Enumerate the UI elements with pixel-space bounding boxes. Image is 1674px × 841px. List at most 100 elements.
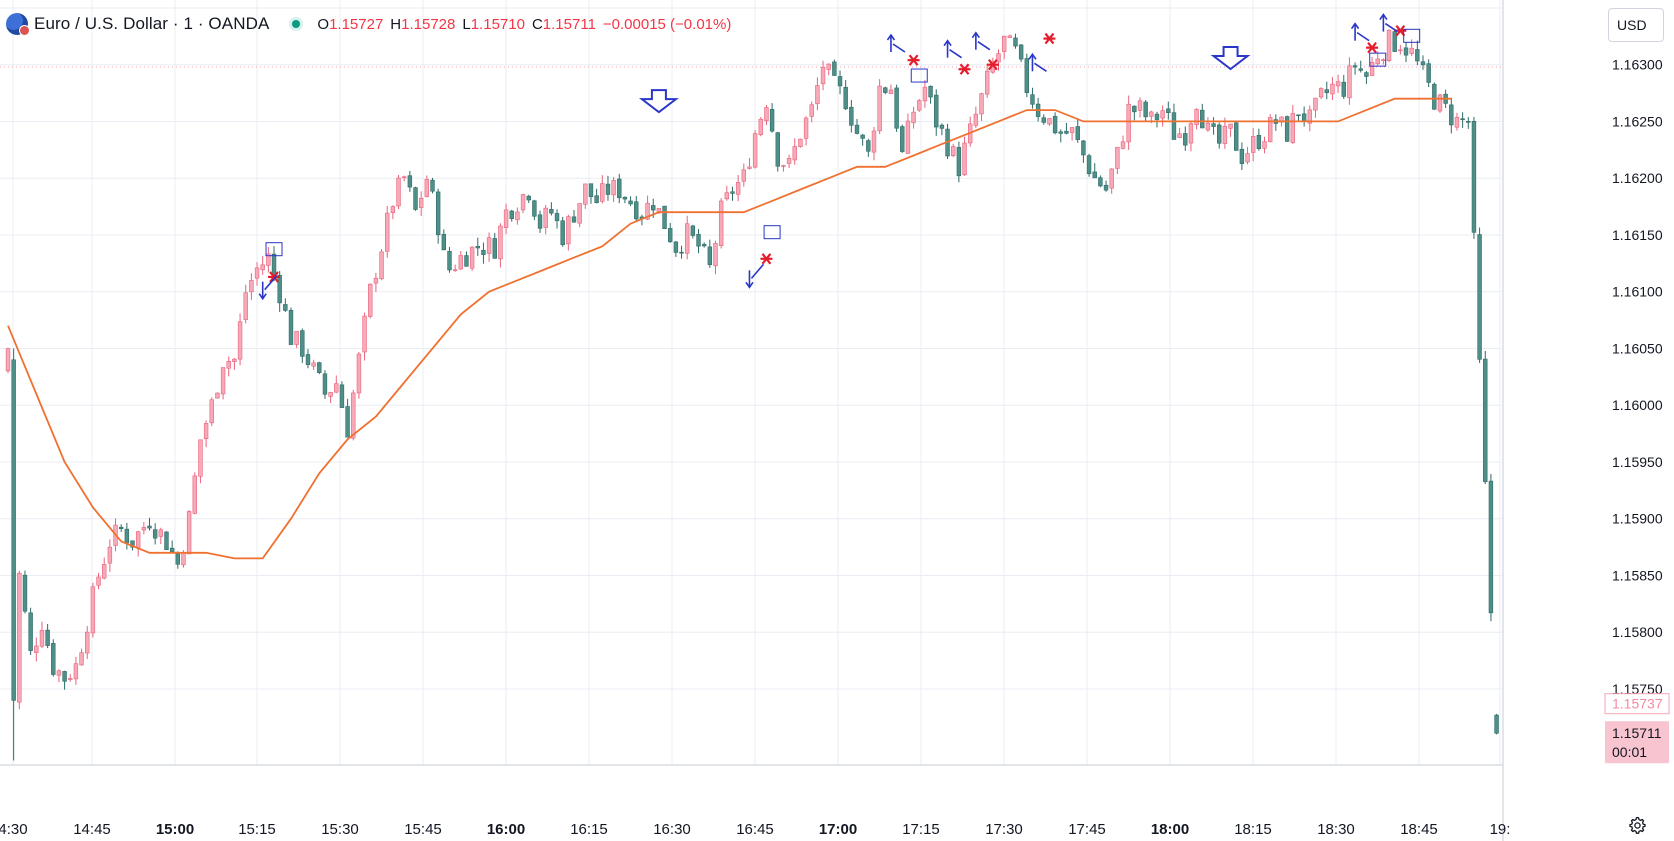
candle	[1222, 117, 1228, 149]
candle-body	[362, 315, 367, 353]
symbol-title[interactable]: Euro / U.S. Dollar · 1 · OANDA	[34, 14, 270, 33]
candle	[617, 173, 622, 204]
candle	[1064, 122, 1069, 135]
candle	[571, 209, 577, 223]
candle-body	[390, 206, 396, 214]
price-tick-label: 1.15800	[1612, 624, 1663, 640]
candle-body	[1177, 133, 1182, 138]
candle-body	[1466, 121, 1471, 123]
candle	[1188, 121, 1194, 152]
candle-body	[1256, 135, 1262, 149]
candle	[424, 175, 430, 198]
candle	[939, 123, 945, 136]
candle	[515, 207, 520, 225]
candle-body	[486, 237, 492, 254]
candle-body	[515, 211, 520, 221]
moving-average-line	[7, 97, 1452, 560]
candle	[1052, 112, 1058, 135]
candle	[283, 298, 288, 312]
candle-body	[571, 216, 577, 223]
candle	[1466, 117, 1471, 129]
small-arrow-up-marker	[1350, 22, 1370, 42]
candle-body	[1149, 111, 1154, 117]
candle-body	[1041, 117, 1046, 123]
candle	[701, 242, 707, 248]
candle	[1024, 53, 1030, 98]
candle-body	[747, 166, 752, 169]
currency-button[interactable]: USD	[1608, 8, 1664, 42]
arrow-tail	[949, 49, 963, 59]
arrow-tail	[892, 43, 906, 53]
candle	[311, 359, 316, 370]
candle	[815, 77, 820, 111]
candle	[1488, 474, 1494, 622]
candle-body	[385, 212, 390, 252]
candle-body	[758, 118, 763, 135]
candle	[543, 204, 548, 235]
candle-body	[1143, 101, 1148, 118]
candle-body	[617, 178, 622, 199]
time-tick-label: 14:45	[73, 821, 111, 838]
candle-body	[102, 564, 107, 579]
candle-body	[328, 392, 333, 397]
candle-body	[5, 348, 11, 372]
candle-body	[1064, 130, 1069, 134]
candle-body	[220, 367, 226, 395]
candle-body	[1217, 124, 1222, 144]
candle-body	[668, 228, 673, 243]
candle-body	[1194, 109, 1199, 126]
candle-body	[407, 175, 413, 188]
candle-body	[1132, 105, 1137, 113]
time-tick-label: 15:45	[404, 821, 442, 838]
candle	[1437, 93, 1443, 113]
candle	[854, 118, 860, 135]
candle-body	[135, 531, 141, 548]
candle-body	[447, 251, 452, 271]
candle-body	[152, 529, 158, 539]
candle-body	[51, 643, 56, 675]
candle	[662, 205, 667, 230]
candle-body	[1115, 146, 1120, 169]
red-star-marker	[958, 63, 971, 75]
candle	[237, 313, 243, 366]
candle	[741, 163, 747, 187]
candle-body	[684, 223, 690, 254]
candle	[911, 106, 916, 129]
candle	[1460, 112, 1465, 128]
candle	[735, 174, 741, 202]
candle	[707, 239, 713, 268]
candle-body	[1126, 103, 1131, 143]
candle	[322, 370, 328, 399]
candle	[124, 522, 130, 550]
candle-body	[1318, 88, 1324, 98]
candle-body	[939, 124, 945, 129]
candle-body	[843, 86, 848, 110]
candle-body	[424, 179, 430, 197]
candle	[1228, 123, 1233, 137]
candle	[1403, 42, 1409, 63]
time-tick-label: 17:00	[819, 821, 857, 838]
gear-icon[interactable]	[1628, 816, 1646, 834]
candle	[254, 262, 260, 286]
candle	[1160, 105, 1165, 127]
candle-body	[826, 63, 831, 70]
candle-body	[1171, 112, 1177, 140]
candle-body	[1228, 123, 1233, 129]
candle	[1330, 77, 1335, 100]
candle-body	[158, 529, 164, 537]
candle-body	[1211, 123, 1216, 127]
candle-body	[741, 169, 747, 182]
candle-body	[934, 94, 939, 128]
candle	[368, 283, 373, 319]
candle-body	[560, 220, 565, 246]
candle-body	[311, 362, 316, 367]
candle-body	[1364, 72, 1369, 77]
small-arrow-down-marker	[258, 275, 278, 301]
candle-body	[628, 200, 633, 205]
candle-body	[90, 586, 96, 634]
candle	[1420, 55, 1426, 70]
candle	[492, 232, 497, 259]
price-tick-label: 1.15950	[1612, 454, 1663, 470]
